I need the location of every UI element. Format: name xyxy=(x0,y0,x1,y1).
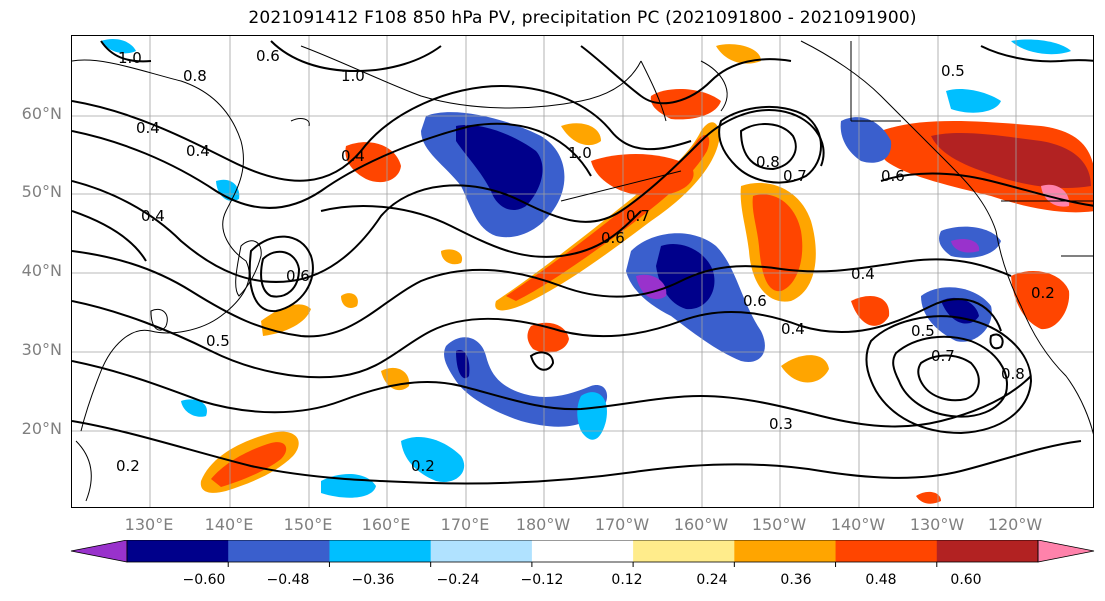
lon-label-150e: 150°E xyxy=(283,515,333,534)
contour-label: 0.4 xyxy=(341,147,365,165)
colorbar-tick-label: 0.48 xyxy=(865,572,897,588)
contour-label: 0.8 xyxy=(183,67,207,85)
colorbar-tick-label: −0.36 xyxy=(351,572,395,588)
lat-label-60n: 60°N xyxy=(21,104,62,123)
contour-label: 0.6 xyxy=(881,167,905,185)
colorbar-tick-label: −0.60 xyxy=(182,572,226,588)
contour-label: 1.0 xyxy=(568,144,592,162)
contour-label: 0.2 xyxy=(1031,284,1055,302)
colorbar-extend-max xyxy=(1037,540,1095,563)
colorbar-cell xyxy=(835,540,938,562)
contour-label: 0.6 xyxy=(256,47,280,65)
lon-label-170e: 170°E xyxy=(440,515,490,534)
contour-label: 0.4 xyxy=(781,320,805,338)
contour-label: 0.7 xyxy=(783,167,807,185)
lon-label-130e: 130°E xyxy=(124,515,174,534)
colorbar-tick-label: −0.24 xyxy=(436,572,480,588)
colorbar-cells xyxy=(70,540,1095,567)
colorbar-tick-label: −0.48 xyxy=(266,572,310,588)
colorbar-tick-label: 0.24 xyxy=(696,572,728,588)
contour-label: 0.6 xyxy=(601,229,625,247)
lon-label-160e: 160°E xyxy=(361,515,411,534)
graticule xyxy=(72,36,1093,507)
lon-label-130w: 130°W xyxy=(909,515,965,534)
contour-label: 0.7 xyxy=(931,347,955,365)
contour-labels: 1.0 0.8 0.6 0.4 0.5 0.4 1.0 0.8 0.7 0.6 … xyxy=(116,47,1055,475)
contour-label: 0.4 xyxy=(136,119,160,137)
pv-contours xyxy=(72,40,1093,485)
map-title: 2021091412 F108 850 hPa PV, precipitatio… xyxy=(248,8,917,28)
colorbar-tick-label: 0.12 xyxy=(611,572,643,588)
contour-label: 1.0 xyxy=(118,49,142,67)
colorbar-border xyxy=(126,540,1039,563)
map-canvas: 1.0 0.8 0.6 0.4 0.5 0.4 1.0 0.8 0.7 0.6 … xyxy=(72,36,1093,507)
contour-label: 0.8 xyxy=(756,153,780,171)
contour-label: 1.0 xyxy=(341,67,365,85)
lon-label-120w: 120°W xyxy=(987,515,1043,534)
colorbar-cell xyxy=(531,540,634,562)
map-panel: 1.0 0.8 0.6 0.4 0.5 0.4 1.0 0.8 0.7 0.6 … xyxy=(71,35,1094,508)
contour-label: 0.6 xyxy=(286,267,310,285)
contour-label: 0.5 xyxy=(206,332,230,350)
colorbar-extend-min xyxy=(70,540,128,563)
contour-label: 0.5 xyxy=(941,62,965,80)
lat-label-40n: 40°N xyxy=(21,261,62,280)
lat-label-20n: 20°N xyxy=(21,419,62,438)
colorbar-tick-label: 0.60 xyxy=(950,572,982,588)
colorbar-cell xyxy=(228,540,330,562)
contour-label: 0.6 xyxy=(743,292,767,310)
lon-label-160w: 160°W xyxy=(673,515,729,534)
lon-label-150w: 150°W xyxy=(751,515,807,534)
colorbar-cell xyxy=(430,540,533,562)
coastlines xyxy=(72,40,1093,502)
colorbar-cell xyxy=(329,540,432,562)
contour-label: 0.4 xyxy=(141,207,165,225)
lon-label-170w: 170°W xyxy=(594,515,650,534)
colorbar xyxy=(70,540,1095,567)
colorbar-cell xyxy=(734,540,837,562)
contour-label: 0.7 xyxy=(626,207,650,225)
contour-label: 0.8 xyxy=(1001,365,1025,383)
lat-label-30n: 30°N xyxy=(21,340,62,359)
colorbar-cell xyxy=(633,540,735,562)
contour-label: 0.2 xyxy=(116,457,140,475)
colorbar-cell xyxy=(127,540,229,562)
lon-label-140e: 140°E xyxy=(204,515,254,534)
contour-label: 0.4 xyxy=(851,265,875,283)
colorbar-tick-label: 0.36 xyxy=(780,572,812,588)
contour-label: 0.3 xyxy=(769,415,793,433)
colorbar-tick-label: −0.12 xyxy=(520,572,564,588)
lon-label-140w: 140°W xyxy=(830,515,886,534)
contour-label: 0.2 xyxy=(411,457,435,475)
contour-label: 0.4 xyxy=(186,142,210,160)
contour-label: 0.5 xyxy=(911,322,935,340)
colorbar-cell xyxy=(936,540,1039,562)
lat-label-50n: 50°N xyxy=(21,182,62,201)
lon-label-180w: 180°W xyxy=(515,515,571,534)
